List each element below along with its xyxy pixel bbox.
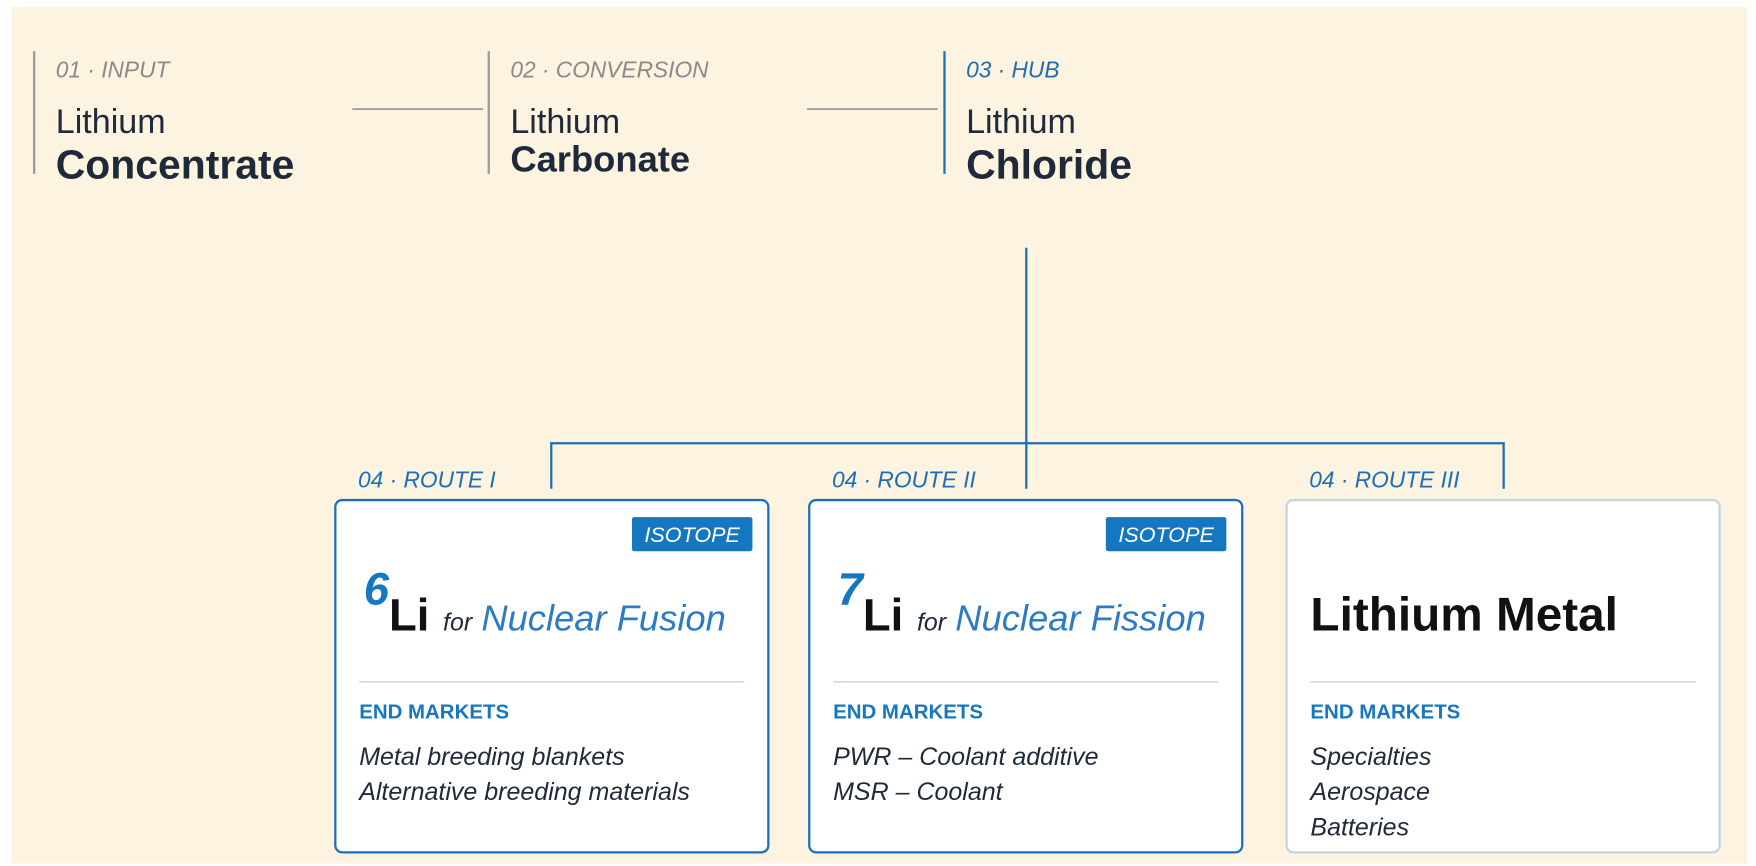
element-symbol: Li [389,590,429,641]
stage-line1: Lithium [966,103,1076,141]
market-item: PWR – Coolant additive [833,743,1098,771]
stage-label: 02 · CONVERSION [510,56,709,82]
route-title: Lithium Metal [1310,589,1618,642]
application: Nuclear Fusion [481,598,726,639]
branch-lines [550,247,1505,489]
markets-heading: END MARKETS [833,700,983,723]
stage-line2: Chloride [966,141,1132,187]
market-item: Batteries [1310,813,1409,841]
stage-line2: Concentrate [56,141,295,187]
route-card [1285,498,1721,854]
route-card [334,498,770,854]
stage-line1: Lithium [56,103,166,141]
markets-heading: END MARKETS [359,700,509,723]
for-word: for [917,609,948,637]
stage-label: 03 · HUB [966,56,1059,82]
market-item: Alternative breeding materials [357,778,690,806]
mass-number: 6 [364,564,390,615]
markets-heading: END MARKETS [1310,700,1460,723]
stage-label: 01 · INPUT [56,56,172,82]
route-label: 04 · ROUTE III [1309,467,1460,493]
market-item: Aerospace [1308,778,1430,806]
market-item: MSR – Coolant [833,778,1004,806]
for-word: for [443,609,474,637]
route-title: 7Li for Nuclear Fission [838,564,1206,641]
tag-badge [631,517,753,552]
stage-line1: Lithium [510,103,620,141]
market-item: Metal breeding blankets [359,743,624,771]
application: Nuclear Fission [955,598,1206,639]
mass-number: 7 [838,564,866,615]
element-symbol: Li [863,590,903,641]
market-item: Specialties [1310,743,1431,771]
stage-line2: Carbonate [510,139,690,180]
tag-text: ISOTOPE [1118,522,1214,547]
tag-badge [1105,517,1227,552]
route-label: 04 · ROUTE I [358,467,496,493]
tag-text: ISOTOPE [644,522,740,547]
route-title: 6Li for Nuclear Fusion [364,564,726,641]
route-label: 04 · ROUTE II [832,467,977,493]
route-card [808,498,1244,854]
